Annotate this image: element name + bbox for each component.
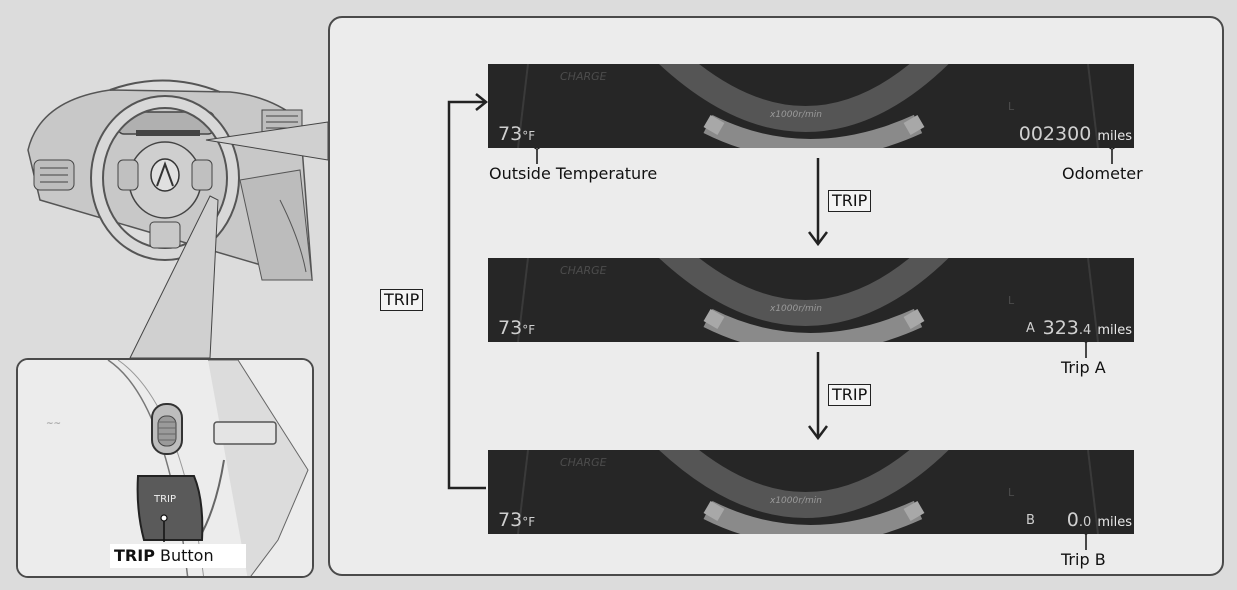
trip-button-callout-bold: TRIP bbox=[114, 546, 155, 565]
rpm-text: x1000r/min bbox=[770, 304, 822, 314]
reading-unit: miles bbox=[1097, 129, 1132, 144]
display-odometer: CHARGE x1000r/min L 73°F 002300 miles bbox=[488, 64, 1134, 148]
outside-temperature: 73°F bbox=[498, 509, 535, 531]
gear-indicator: L bbox=[1008, 486, 1015, 499]
charge-text: CHARGE bbox=[560, 456, 607, 469]
temp-unit: °F bbox=[522, 323, 536, 337]
gear-indicator: L bbox=[1008, 294, 1015, 307]
rpm-text: x1000r/min bbox=[770, 110, 822, 120]
temp-value: 73 bbox=[498, 317, 523, 339]
svg-text:~~: ~~ bbox=[46, 419, 61, 429]
temp-unit: °F bbox=[522, 129, 536, 143]
trip-key-step-1: TRIP bbox=[828, 190, 872, 212]
trip-a-reading: 323.4 miles bbox=[1043, 317, 1132, 339]
odometer-reading: 002300 miles bbox=[1019, 123, 1132, 145]
trip-b-reading: 0.0 miles bbox=[1067, 509, 1132, 531]
trip-b-label: Trip B bbox=[1061, 550, 1106, 569]
reading-main: 323 bbox=[1042, 317, 1079, 339]
odometer-label: Odometer bbox=[1062, 164, 1143, 183]
trip-key-step-2: TRIP bbox=[828, 384, 872, 406]
trip-letter: A bbox=[1026, 321, 1035, 336]
gauge-arc bbox=[517, 64, 1099, 148]
outside-temperature-label: Outside Temperature bbox=[489, 164, 658, 183]
outside-temperature: 73°F bbox=[498, 123, 535, 145]
trip-a-label: Trip A bbox=[1061, 358, 1106, 377]
reading-main: 002300 bbox=[1018, 123, 1092, 145]
charge-text: CHARGE bbox=[560, 264, 607, 277]
trip-letter: B bbox=[1026, 513, 1035, 528]
display-trip-a: CHARGE x1000r/min L 73°F A 323.4 miles bbox=[488, 258, 1134, 342]
reading-unit: miles bbox=[1097, 515, 1132, 530]
reading-unit: miles bbox=[1097, 323, 1132, 338]
reading-decimal: .4 bbox=[1078, 323, 1092, 338]
display-trip-b: CHARGE x1000r/min L 73°F B 0.0 miles bbox=[488, 450, 1134, 534]
closeup-illustration: ~~ bbox=[18, 360, 312, 576]
gear-indicator: L bbox=[1008, 100, 1015, 113]
rpm-text: x1000r/min bbox=[770, 496, 822, 506]
charge-text: CHARGE bbox=[560, 70, 607, 83]
temp-value: 73 bbox=[498, 123, 523, 145]
temp-unit: °F bbox=[522, 515, 536, 529]
trip-button-callout: TRIP Button bbox=[110, 544, 246, 568]
trip-button-face-text: TRIP bbox=[154, 494, 177, 505]
outside-temperature: 73°F bbox=[498, 317, 535, 339]
reading-main: 0 bbox=[1066, 509, 1079, 531]
gauge-arc bbox=[517, 450, 1099, 534]
gauge-arc bbox=[517, 258, 1099, 342]
trip-button-closeup: ~~ TRIP bbox=[16, 358, 314, 578]
dashboard-illustration bbox=[27, 79, 328, 359]
trip-button-callout-rest: Button bbox=[154, 546, 214, 565]
trip-key-return: TRIP bbox=[380, 289, 424, 311]
reading-decimal: .0 bbox=[1078, 515, 1092, 530]
temp-value: 73 bbox=[498, 509, 523, 531]
